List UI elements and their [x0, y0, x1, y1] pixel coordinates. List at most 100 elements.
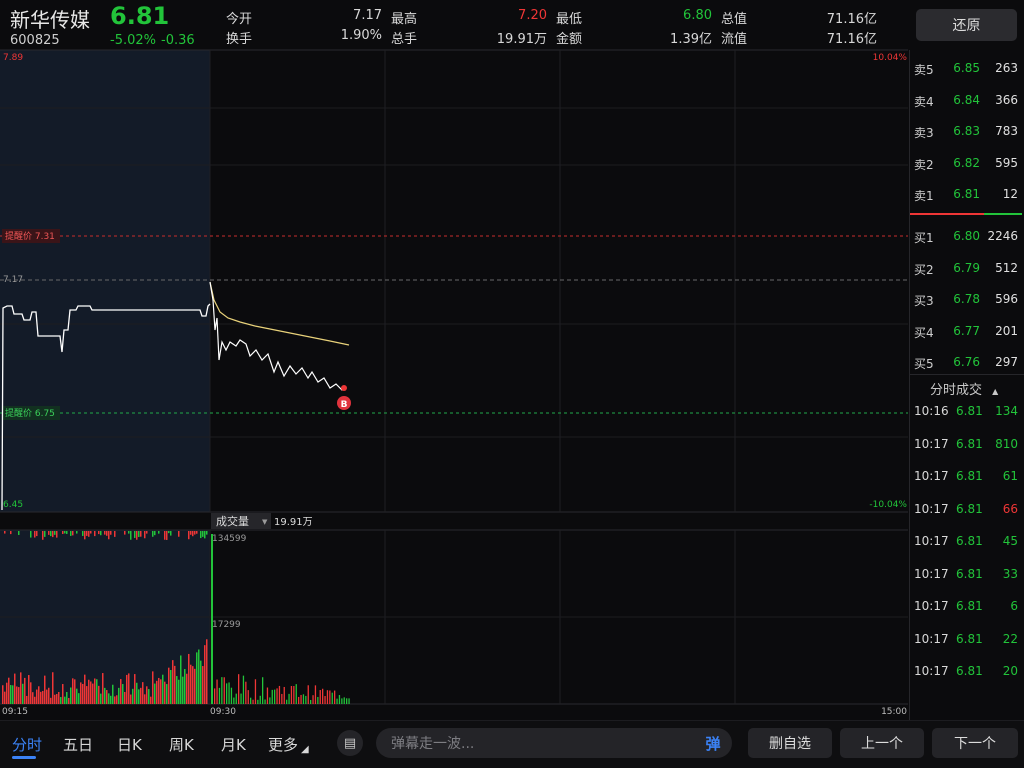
volume-bar [146, 686, 148, 704]
volume-bar [44, 675, 46, 704]
tab-1[interactable]: 五日 [63, 736, 94, 754]
volume-bar [28, 675, 30, 704]
trade-price: 6.81 [956, 404, 983, 418]
time-end-label: 15:00 [881, 707, 907, 717]
price-min-label: 6.45 [3, 500, 23, 510]
volume-bar [94, 531, 96, 537]
volume-bar [88, 531, 90, 537]
trade-price: 6.81 [956, 534, 983, 548]
bid-row[interactable]: 买4 6.77 201 [910, 324, 1022, 344]
volume-bar [307, 685, 309, 704]
restore-button[interactable]: 还原 [916, 9, 1017, 41]
volume-bar [182, 676, 184, 704]
volume-bar [94, 678, 96, 704]
tab-0[interactable]: 分时 [12, 736, 43, 754]
vol-mid-label: 17299 [212, 620, 241, 630]
collapse-up-icon[interactable]: ▲ [992, 387, 999, 396]
trade-row: 10:16 6.81 134 [910, 404, 1022, 422]
alert-high-label: 提醒价 7.31 [5, 231, 55, 242]
volume-bar [158, 531, 160, 534]
barrage-input[interactable]: 弹幕走一波... [376, 728, 732, 758]
stat-value: 7.20 [518, 8, 547, 23]
stat-label: 最高 [391, 12, 418, 27]
vol-peak-label: 134599 [212, 534, 247, 544]
volume-bar [98, 531, 100, 535]
alert-low-tag [2, 406, 60, 420]
tab-2[interactable]: 日K [117, 736, 142, 754]
volume-bar [24, 677, 26, 704]
volume-bar [142, 682, 144, 704]
volume-bar [6, 682, 8, 704]
trade-volume: 22 [1002, 631, 1018, 646]
trade-volume: 61 [1002, 469, 1018, 483]
volume-bar [106, 690, 108, 704]
volume-bar [104, 531, 106, 535]
buy-marker[interactable] [337, 396, 351, 410]
active-tab-indicator [12, 756, 36, 759]
stat-value: 71.16亿 [826, 12, 877, 27]
volume-bar [72, 678, 74, 704]
volume-bar [206, 531, 208, 535]
volume-bar [262, 677, 264, 704]
volume-bar [112, 684, 114, 704]
volume-bar [196, 531, 198, 534]
volume-bar [271, 689, 273, 704]
volume-bar [218, 687, 221, 704]
volume-bar [194, 668, 196, 704]
ask-row[interactable]: 卖1 6.81 12 [910, 187, 1022, 207]
tab-5[interactable]: 更多 [268, 736, 299, 754]
level-label: 买2 [914, 262, 934, 277]
volume-bar [198, 649, 200, 704]
volume-bar [216, 679, 218, 704]
stat-value: 1.90% [340, 28, 382, 43]
trade-volume: 66 [1002, 501, 1018, 516]
tab-3[interactable]: 周K [169, 736, 194, 754]
next-button[interactable]: 下一个 [932, 728, 1018, 758]
bid-ratio-bar [984, 213, 1022, 215]
ask-row[interactable]: 卖5 6.85 263 [910, 61, 1022, 81]
stock-price: 6.81 [110, 2, 170, 30]
volume-bar [194, 531, 196, 535]
barrage-toggle-icon[interactable]: ▤ [337, 730, 363, 756]
bid-row[interactable]: 买5 6.76 297 [910, 355, 1022, 375]
bid-row[interactable]: 买2 6.79 512 [910, 261, 1022, 281]
volume-bar [92, 683, 94, 704]
volume-bar [200, 660, 202, 704]
volume-bar [110, 695, 112, 704]
volume-bar [176, 676, 178, 704]
volume-bar [68, 697, 70, 704]
volume-bar [242, 675, 245, 704]
volume-bar [54, 531, 56, 535]
level-price: 6.79 [953, 260, 980, 275]
trade-time: 10:17 [914, 631, 949, 646]
tab-4[interactable]: 月K [221, 736, 246, 754]
volume-bar [96, 679, 98, 704]
volume-bar [128, 531, 130, 534]
volume-bar [298, 696, 300, 704]
volume-bar [130, 694, 132, 704]
trade-price: 6.81 [956, 599, 983, 613]
volume-bar [134, 531, 136, 538]
volume-selector[interactable] [211, 513, 271, 529]
barrage-send-icon[interactable]: 弹 [705, 734, 721, 753]
volume-bar [124, 691, 126, 704]
previous-button[interactable]: 上一个 [840, 728, 924, 758]
trade-volume: 810 [995, 436, 1018, 451]
intraday-chart[interactable]: 7.89 10.04% 6.45 -10.04% 7.17 提醒价 7.31 提… [0, 0, 910, 720]
volume-bar [76, 688, 78, 704]
trades-title[interactable]: 分时成交 ▲ [930, 379, 998, 398]
volume-bar [178, 679, 180, 704]
bid-row[interactable]: 买1 6.80 2246 [910, 229, 1022, 249]
last-price-dot [341, 385, 347, 391]
bid-row[interactable]: 买3 6.78 596 [910, 292, 1022, 312]
remove-watchlist-button[interactable]: 删自选 [748, 728, 832, 758]
volume-bar [295, 684, 297, 704]
volume-bar [52, 672, 54, 704]
ask-row[interactable]: 卖3 6.83 783 [910, 124, 1022, 144]
volume-bar [160, 679, 162, 704]
volume-bar [114, 531, 116, 537]
trades-title-label: 分时成交 [930, 383, 983, 398]
level-price: 6.76 [953, 355, 980, 370]
ask-row[interactable]: 卖4 6.84 366 [910, 93, 1022, 113]
ask-row[interactable]: 卖2 6.82 595 [910, 156, 1022, 176]
